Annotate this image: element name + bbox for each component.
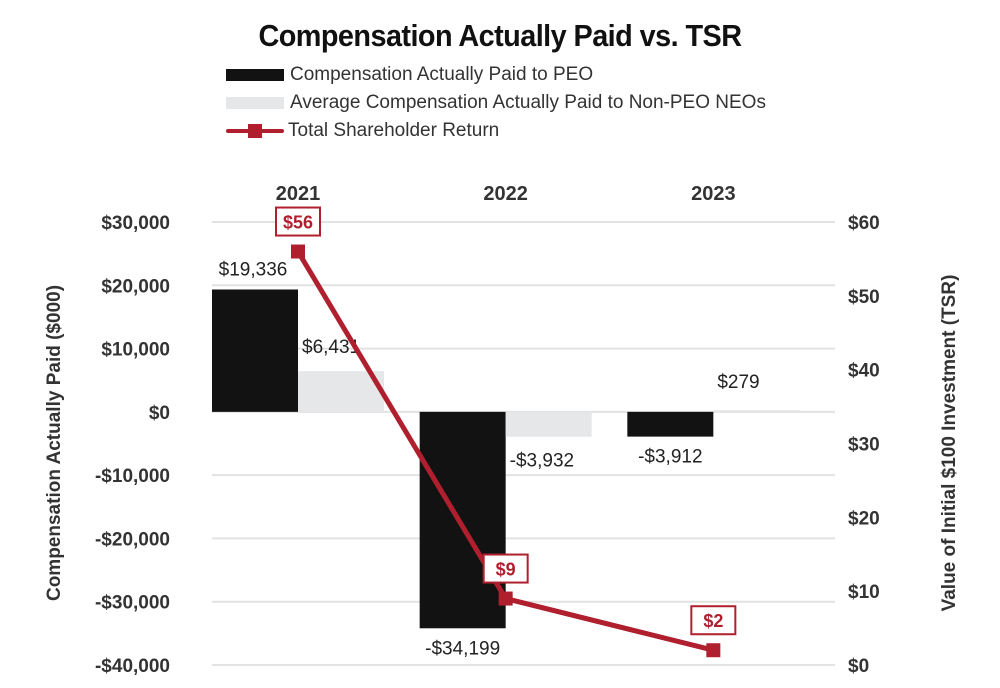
- tsr-marker: [706, 643, 721, 658]
- left-tick-label: $0: [149, 403, 170, 424]
- right-axis-ticks: $60 $50 $40 $30 $20 $10 $0: [848, 213, 880, 677]
- category-label: 2022: [483, 183, 528, 205]
- right-tick-label: $0: [848, 656, 869, 677]
- left-tick-label: $30,000: [101, 213, 170, 234]
- category-label: 2023: [691, 183, 736, 205]
- data-label-peo: -$34,199: [425, 638, 500, 659]
- right-axis-title: Value of Initial $100 Investment (TSR): [939, 275, 960, 612]
- tsr-label-box: [482, 553, 529, 584]
- legend-label-tsr: Total Shareholder Return: [288, 120, 500, 141]
- right-tick-label: $40: [848, 361, 880, 382]
- tsr-marker: [291, 244, 305, 259]
- bars: [212, 289, 800, 629]
- data-label-neo: $6,431: [302, 337, 360, 358]
- right-tick-label: $60: [848, 213, 880, 234]
- right-tick-label: $20: [848, 508, 880, 529]
- bar-peo: [419, 411, 506, 629]
- legend-item-neo: Average Compensation Actually Paid to No…: [226, 90, 766, 116]
- legend-item-tsr: Total Shareholder Return: [226, 118, 499, 144]
- left-tick-label: $20,000: [101, 276, 170, 297]
- data-label-peo: $19,336: [219, 259, 288, 280]
- bar-neo: [505, 411, 592, 437]
- category-labels: 2021 2022 2023: [276, 183, 736, 205]
- left-tick-label: -$20,000: [95, 529, 170, 550]
- left-tick-label: $10,000: [101, 340, 170, 361]
- tsr-label: $56: [283, 213, 313, 233]
- legend-swatch-peo: [226, 69, 284, 81]
- left-tick-label: -$30,000: [95, 593, 170, 614]
- legend-swatch-tsr: [226, 124, 284, 138]
- bar-neo: [298, 371, 384, 412]
- chart-title: Compensation Actually Paid vs. TSR: [258, 18, 742, 53]
- tsr-label: $9: [496, 560, 516, 580]
- legend-item-peo: Compensation Actually Paid to PEO: [226, 62, 593, 88]
- tsr-marker: [498, 591, 513, 606]
- left-axis-title: Compensation Actually Paid ($000): [44, 285, 65, 601]
- tsr-line-group: $56 $9 $2: [275, 206, 737, 658]
- legend-label-neo: Average Compensation Actually Paid to No…: [290, 92, 766, 113]
- legend-swatch-neo: [226, 97, 284, 109]
- legend-label-peo: Compensation Actually Paid to PEO: [290, 64, 594, 85]
- bar-neo: [713, 410, 800, 412]
- bar-peo: [627, 411, 714, 437]
- tsr-label-box: [275, 206, 321, 237]
- category-label: 2021: [276, 183, 321, 205]
- gridlines: [212, 221, 835, 666]
- bar-labels: $19,336 -$34,199 -$3,912 $6,431 -$3,932 $279: [219, 259, 760, 659]
- tsr-label: $2: [703, 611, 723, 631]
- data-label-neo: -$3,932: [510, 451, 574, 472]
- right-tick-label: $10: [848, 582, 880, 603]
- left-tick-label: -$10,000: [95, 466, 170, 487]
- tsr-label-box: [690, 605, 737, 636]
- left-axis-ticks: $30,000 $20,000 $10,000 $0 -$10,000 -$20,000 -…: [95, 213, 170, 677]
- data-label-neo: $279: [717, 372, 759, 393]
- right-tick-label: $50: [848, 287, 880, 308]
- right-tick-label: $30: [848, 435, 880, 456]
- data-label-peo: -$3,912: [638, 447, 702, 468]
- bar-peo: [212, 289, 298, 412]
- left-tick-label: -$40,000: [95, 656, 170, 677]
